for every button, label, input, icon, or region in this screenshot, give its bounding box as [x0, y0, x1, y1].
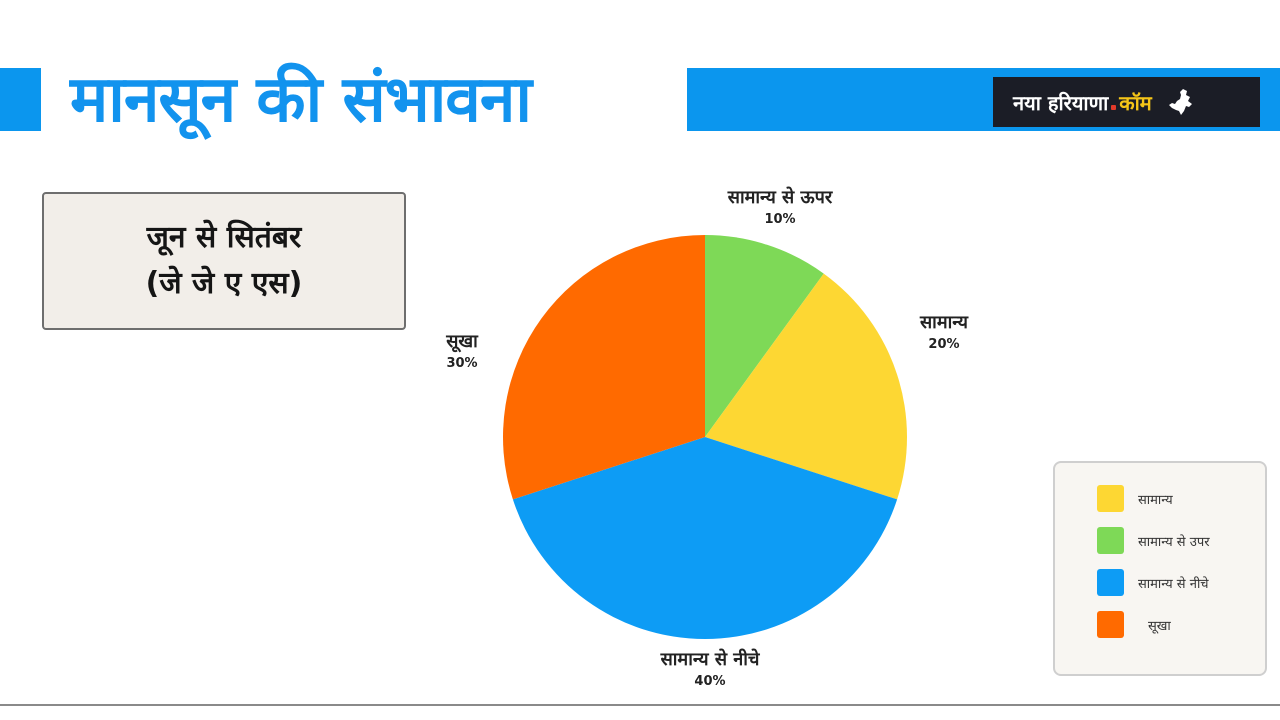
legend-item-below-normal: सामान्य से नीचे — [1097, 569, 1209, 596]
brand-logo: नया हरियाणा कॉम — [993, 77, 1260, 127]
label-below-normal: सामान्य से नीचे 40% — [660, 649, 760, 689]
left-accent-bar — [0, 68, 41, 131]
chart-legend: सामान्य सामान्य से उपर सामान्य से नीचे स… — [1053, 461, 1267, 676]
brand-dot — [1111, 104, 1117, 110]
slice-normal — [705, 273, 907, 500]
legend-swatch-orange — [1097, 611, 1124, 638]
legend-swatch-blue — [1097, 569, 1124, 596]
haryana-map-icon — [1168, 89, 1192, 115]
legend-swatch-green — [1097, 527, 1124, 554]
period-box: जून से सितंबर (जे जे ए एस) — [42, 192, 406, 330]
label-normal: सामान्य 20% — [919, 312, 969, 352]
legend-swatch-yellow — [1097, 485, 1124, 512]
legend-item-above-normal: सामान्य से उपर — [1097, 527, 1210, 554]
brand-tld: कॉम — [1119, 90, 1152, 115]
bottom-divider — [0, 704, 1280, 706]
period-months: जून से सितंबर — [146, 220, 302, 255]
brand-name: नया हरियाणा — [1013, 90, 1109, 115]
legend-item-drought: सूखा — [1097, 611, 1171, 638]
slice-drought — [503, 235, 705, 500]
label-above-normal: सामान्य से ऊपर 10% — [727, 187, 833, 227]
slice-above-normal — [705, 235, 824, 437]
period-abbrev: (जे जे ए एस) — [145, 266, 303, 301]
label-drought: सूखा 30% — [446, 331, 478, 371]
legend-item-normal: सामान्य — [1097, 485, 1173, 512]
page-title: मानसून की संभावना — [70, 63, 532, 137]
slice-below-normal — [512, 437, 898, 639]
